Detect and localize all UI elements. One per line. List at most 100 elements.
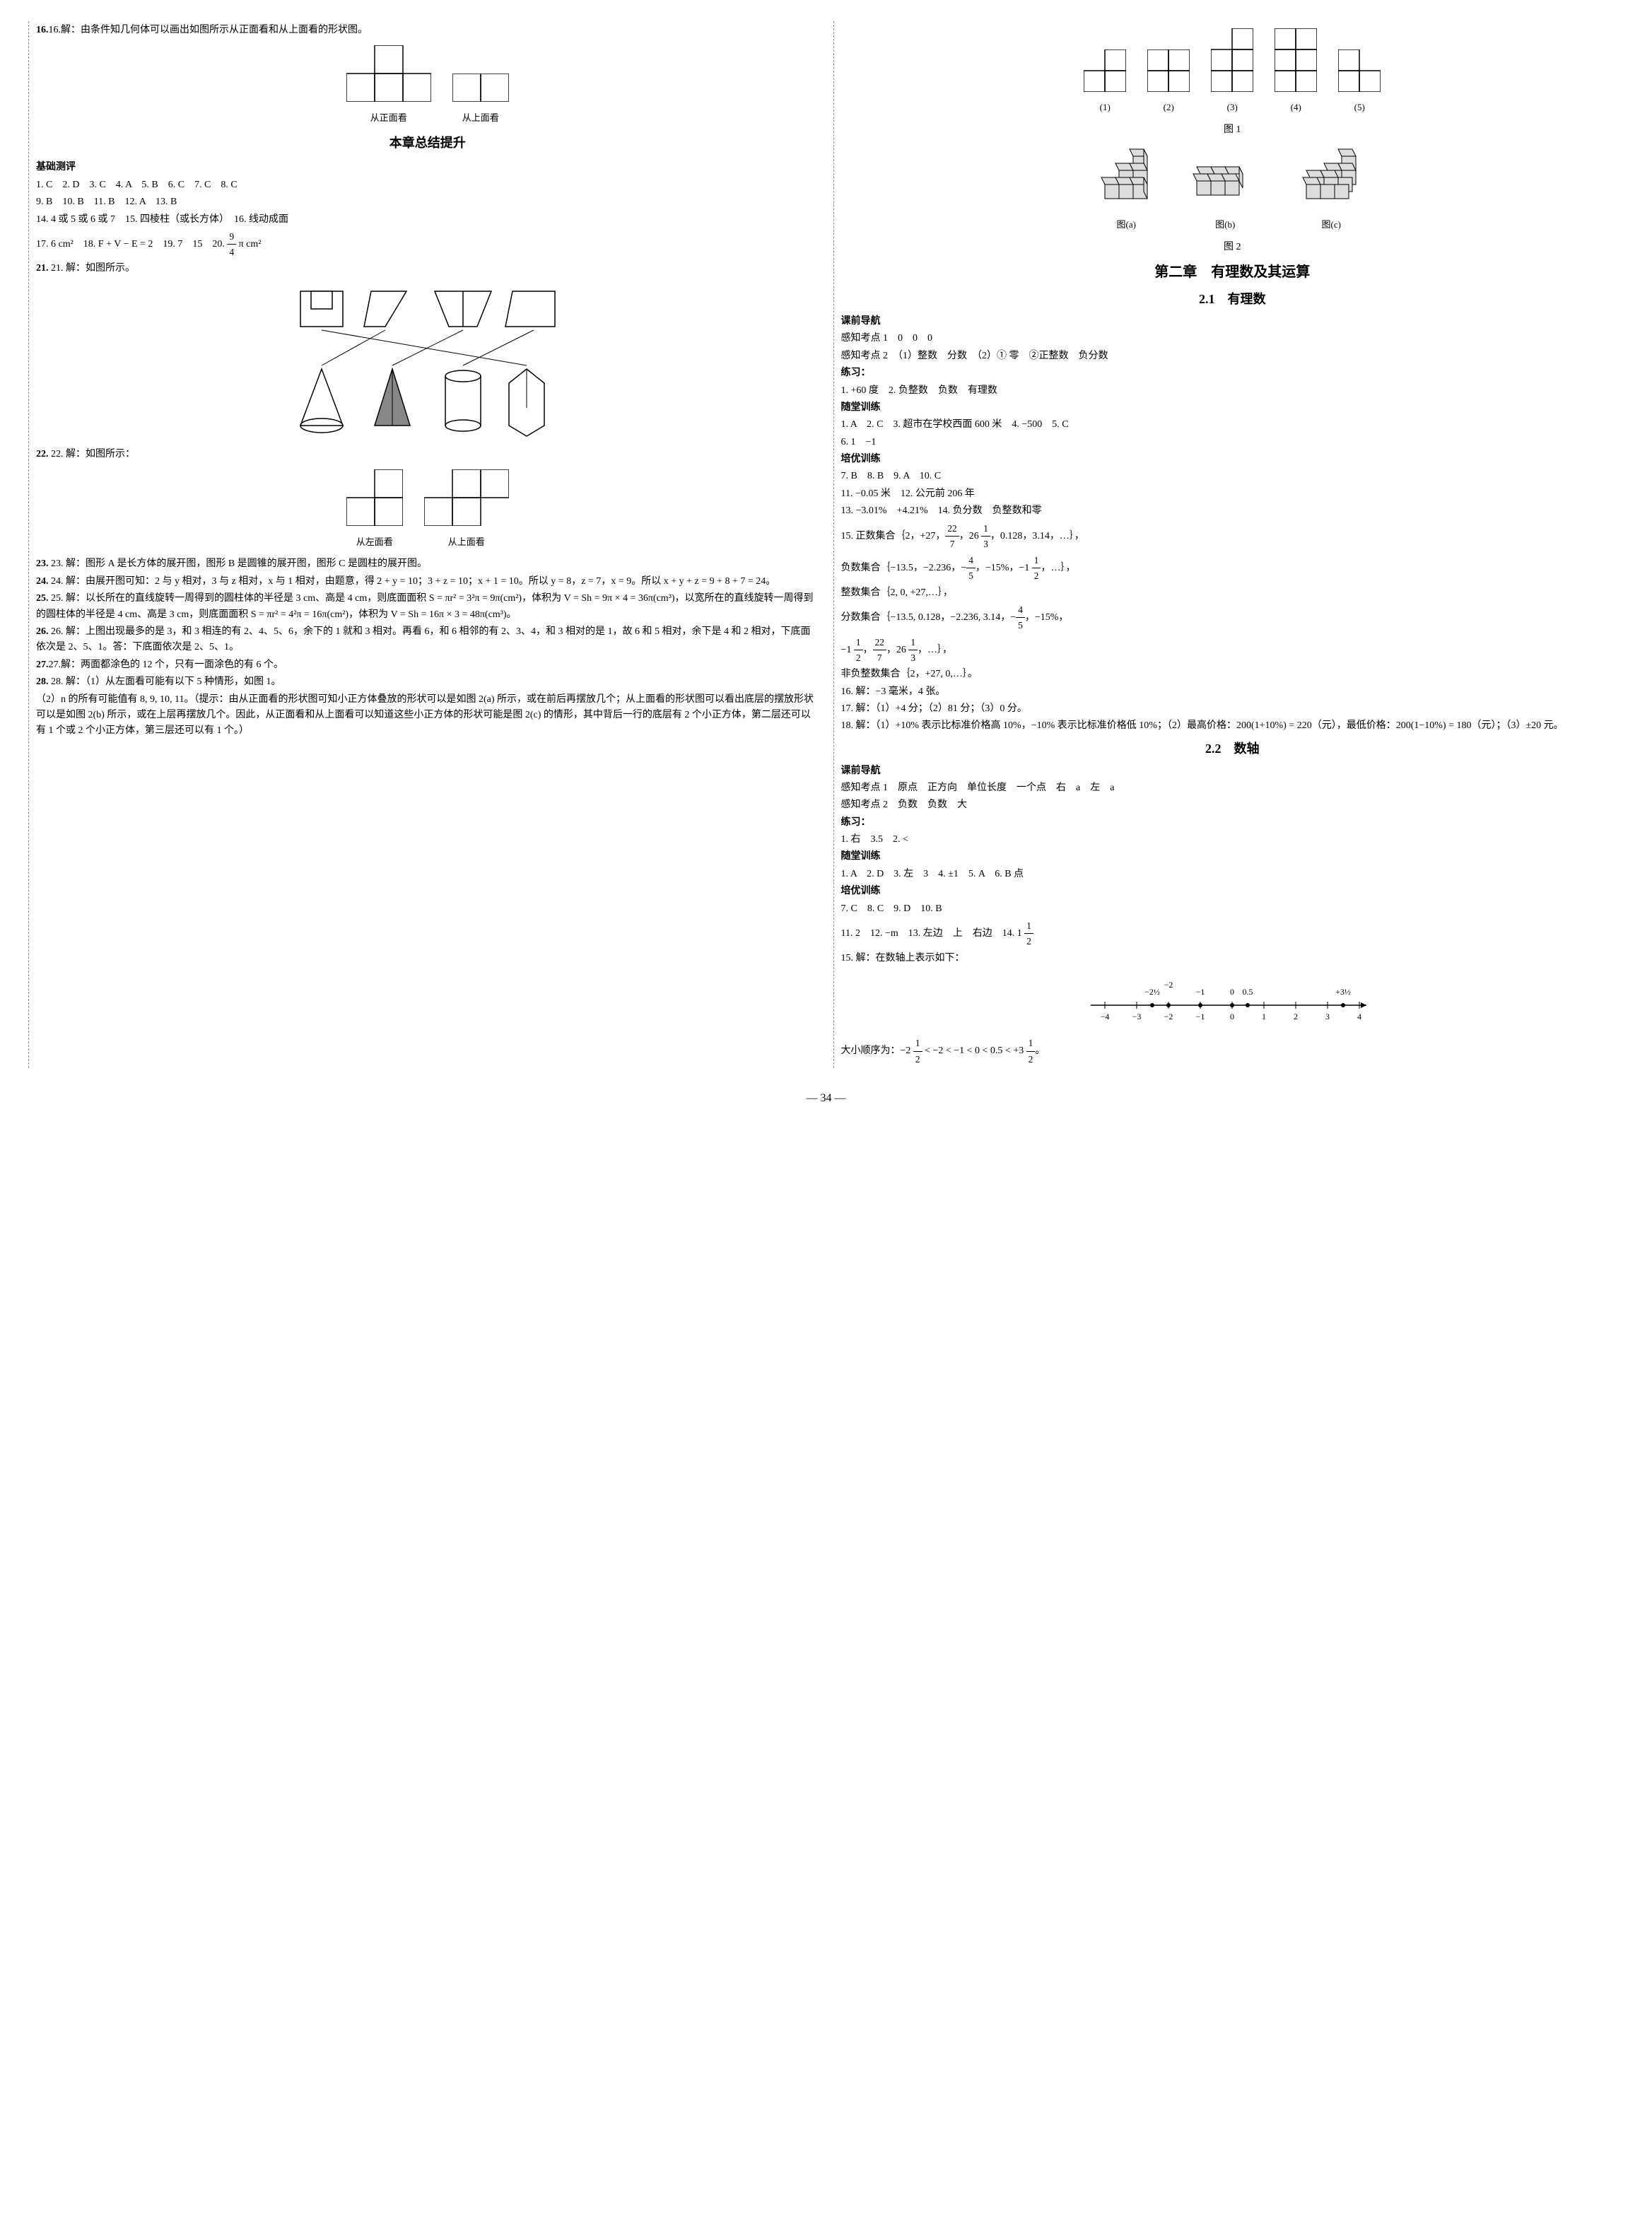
svg-text:3: 3 (1325, 1012, 1330, 1021)
adv2-heading: 培优训练 (841, 884, 1624, 899)
answers-line1: 1. C 2. D 3. C 4. A 5. B 6. C 7. C 8. C (36, 177, 819, 193)
practice-heading: 练习： (841, 365, 1624, 381)
fig-front-view: 从正面看 (346, 45, 431, 125)
f1: 1. A 2. C 3. 超市在学校西面 600 米 4. −500 5. C (841, 417, 1624, 433)
s22-1: 感知考点 1 原点 正方向 单位长度 一个点 右 a 左 a (841, 780, 1624, 796)
a22-3: 15. 解：在数轴上表示如下： (841, 951, 1624, 966)
q22-figures: 从左面看 从上面看 (36, 469, 819, 549)
q21-svg (286, 284, 569, 440)
svg-text:−1: −1 (1196, 1012, 1205, 1021)
left-view-label: 从左面看 (346, 535, 403, 550)
fig-top-view-2: 从上面看 (424, 469, 509, 549)
a10: 17. 解：（1）+4 分；（2）81 分；（3）0 分。 (841, 701, 1624, 717)
fig1-5: (5) (1338, 49, 1381, 115)
frac-9-4: 94 (227, 229, 236, 260)
cube-stack-a (1091, 146, 1161, 209)
left-view-svg (346, 469, 403, 526)
answers-line3: 14. 4 或 5 或 6 或 7 15. 四棱柱（或长方体） 16. 线动成面 (36, 212, 819, 228)
svg-text:−2½: −2½ (1144, 987, 1160, 997)
svg-text:−2: −2 (1164, 980, 1173, 990)
a6: 整数集合｛2, 0, +27,…｝， (841, 585, 1624, 601)
svg-text:−3: −3 (1132, 1012, 1142, 1021)
answers-line2: 9. B 10. B 11. B 12. A 13. B (36, 194, 819, 210)
a7-cont: −1 12，227，26 13，…｝， (841, 635, 1624, 666)
cube-stack-b (1183, 160, 1267, 209)
q27: 27.27.解：两面都涂色的 12 个，只有一面涂色的有 6 个。 (36, 657, 819, 673)
q26: 26. 26. 解：上图出现最多的是 3，和 3 相连的有 2、4、5、6，余下… (36, 624, 819, 656)
svg-text:−1: −1 (1196, 987, 1205, 997)
numberline-svg: −4 −3 −2 −1 0 1 2 3 4 −2½ −2 −1 0 0.5 +3½ (1084, 973, 1381, 1023)
a4: 15. 正数集合｛2，+27，227，26 13，0.128，3.14，…｝， (841, 521, 1624, 552)
fig2-b: 图(b) (1183, 160, 1267, 233)
fig1-1: (1) (1084, 49, 1126, 115)
p1: 1. +60 度 2. 负整数 负数 有理数 (841, 383, 1624, 399)
number-line: −4 −3 −2 −1 0 1 2 3 4 −2½ −2 −1 0 0.5 +3½ (841, 973, 1624, 1029)
practice2-heading: 练习： (841, 815, 1624, 831)
right-column: (1) (2) (3) (4) (5) 图 1 (833, 21, 1624, 1068)
fig2-a: 图(a) (1091, 146, 1161, 233)
top-view-2-label: 从上面看 (424, 535, 509, 550)
fig1-2: (2) (1147, 49, 1190, 115)
fig2-row: 图(a) 图(b (841, 146, 1624, 233)
a7: 分数集合｛−13.5, 0.128，−2.236, 3.14，−45，−15%， (841, 602, 1624, 633)
a22-2: 11. 2 12. −m 13. 左边 上 右边 14. 1 12 (841, 918, 1624, 949)
a3: 13. −3.01% +4.21% 14. 负分数 负整数和零 (841, 503, 1624, 519)
svg-text:1: 1 (1262, 1012, 1266, 1021)
left-column: 16.16.解：由条件知几何体可以画出如图所示从正面看和从上面看的形状图。 从正… (28, 21, 819, 1068)
svg-text:2: 2 (1294, 1012, 1298, 1021)
nav1: 课前导航 (841, 314, 1624, 329)
a22-4: 大小顺序为：−2 12 < −2 < −1 < 0 < 0.5 < +3 12。 (841, 1036, 1624, 1067)
a1: 7. B 8. B 9. A 10. C (841, 469, 1624, 484)
page-content: 16.16.解：由条件知几何体可以画出如图所示从正面看和从上面看的形状图。 从正… (28, 21, 1624, 1068)
svg-text:−2: −2 (1164, 1012, 1173, 1021)
q28b: （2）n 的所有可能值有 8, 9, 10, 11。（提示：由从正面看的形状图可… (36, 692, 819, 739)
svg-text:0: 0 (1230, 1012, 1234, 1021)
fig-top-view: 从上面看 (452, 74, 509, 125)
a2: 11. −0.05 米 12. 公元前 206 年 (841, 486, 1624, 502)
follow2-heading: 随堂训练 (841, 849, 1624, 865)
top-view-2-svg (424, 469, 509, 526)
nav2: 课前导航 (841, 763, 1624, 779)
p22-1: 1. 右 3.5 2. < (841, 832, 1624, 848)
svg-text:−4: −4 (1101, 1012, 1110, 1021)
cube-stack-c (1289, 146, 1373, 209)
follow-heading: 随堂训练 (841, 400, 1624, 416)
a5: 负数集合｛−13.5，−2.236，−45，−15%，−1 12，…｝， (841, 553, 1624, 584)
q16-figures: 从正面看 从上面看 (36, 45, 819, 125)
adv-heading: 培优训练 (841, 452, 1624, 467)
front-view-label: 从正面看 (346, 111, 431, 126)
fig1-3: (3) (1211, 28, 1253, 115)
q24: 24. 24. 解：由展开图可知：2 与 y 相对，3 与 z 相对，x 与 1… (36, 574, 819, 590)
fig1-4: (4) (1275, 28, 1317, 115)
svg-text:0.5: 0.5 (1243, 987, 1253, 997)
a11: 18. 解：（1）+10% 表示比标准价格高 10%，−10% 表示比标准价格低… (841, 718, 1624, 734)
top-view-label: 从上面看 (452, 111, 509, 126)
q21-text: 21. 21. 解：如图所示。 (36, 261, 819, 276)
svg-text:4: 4 (1357, 1012, 1361, 1021)
f2: 6. 1 −1 (841, 435, 1624, 450)
q16-text: 16.16.解：由条件知几何体可以画出如图所示从正面看和从上面看的形状图。 (36, 23, 819, 38)
f22-1: 1. A 2. D 3. 左 3 4. ±1 5. A 6. B 点 (841, 867, 1624, 882)
a8: 非负整数集合｛2，+27, 0,…｝。 (841, 667, 1624, 682)
front-view-svg (346, 45, 431, 102)
page-number: — 34 — (28, 1089, 1624, 1108)
basic-test-heading: 基础测评 (36, 160, 819, 175)
top-view-svg (452, 74, 509, 102)
svg-text:+3½: +3½ (1335, 987, 1351, 997)
fig-left-view: 从左面看 (346, 469, 403, 549)
q28: 28. 28. 解：（1）从左面看可能有以下 5 种情形，如图 1。 (36, 674, 819, 690)
chapter-2-title: 第二章 有理数及其运算 (841, 261, 1624, 283)
answers-line4: 17. 6 cm² 18. F + V − E = 2 19. 7 15 20.… (36, 229, 819, 260)
fig2-c: 图(c) (1289, 146, 1373, 233)
a22-1: 7. C 8. C 9. D 10. B (841, 901, 1624, 917)
q25: 25. 25. 解：以长所在的直线旋转一周得到的圆柱体的半径是 3 cm、高是 … (36, 591, 819, 623)
section-21-title: 2.1 有理数 (841, 289, 1624, 310)
section-22-title: 2.2 数轴 (841, 739, 1624, 759)
q21-figure (36, 284, 819, 440)
fig1-row: (1) (2) (3) (4) (5) (841, 28, 1624, 115)
fig2-caption: 图 2 (841, 240, 1624, 255)
q23: 23. 23. 解：图形 A 是长方体的展开图，图形 B 是圆锥的展开图，图形 … (36, 556, 819, 572)
svg-text:0: 0 (1230, 987, 1234, 997)
sense1: 感知考点 1 0 0 0 (841, 331, 1624, 346)
s22-2: 感知考点 2 负数 负数 大 (841, 797, 1624, 813)
